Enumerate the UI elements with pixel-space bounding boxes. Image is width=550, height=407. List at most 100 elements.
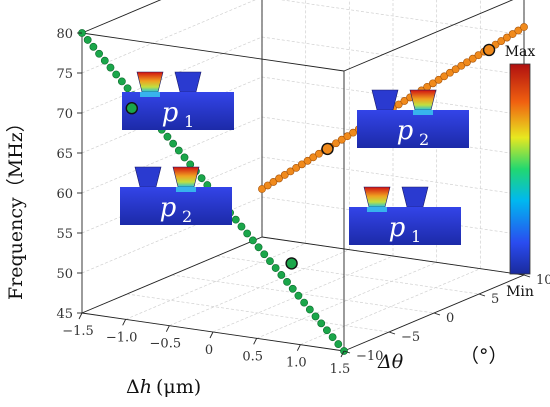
- side-wall-gridline: [81, 36, 263, 114]
- colorbar-gradient: [509, 63, 531, 275]
- inset-mode-label: p: [160, 193, 177, 223]
- z-tick-label: 75: [56, 67, 73, 82]
- x-axis-label-prefix: Δ: [126, 376, 140, 398]
- inset-mode-subscript: 2: [182, 207, 192, 226]
- excitation-glow: [176, 187, 196, 192]
- series-2-point: [337, 135, 346, 144]
- y-tick-label: 10: [536, 273, 550, 288]
- series-2-point: [468, 54, 477, 63]
- series-1-point: [106, 63, 115, 72]
- x-tick-mark: [209, 331, 214, 339]
- x-tick-label: −1.5: [62, 324, 94, 339]
- series-1-point: [174, 146, 183, 155]
- inset-mode-subscript: 1: [184, 112, 194, 131]
- z-tick-label: 65: [56, 147, 73, 162]
- series-1-point: [328, 333, 337, 342]
- series-2-point: [451, 65, 460, 74]
- floor-gridline-y: [171, 274, 435, 314]
- series-1-point: [271, 264, 280, 272]
- z-tick-label: 60: [56, 187, 73, 202]
- series-2-point: [503, 33, 511, 42]
- series-2-point: [343, 132, 352, 141]
- series-1-point: [112, 70, 121, 79]
- series-1-point: [334, 340, 343, 348]
- side-wall-gridline: [81, 0, 162, 34]
- box-edge: [261, 236, 525, 276]
- box-edge: [343, 0, 514, 72]
- series-2-point: [332, 139, 340, 148]
- series-1-point: [254, 243, 263, 252]
- excited-electrode: [363, 186, 391, 208]
- series-2-point: [463, 58, 471, 67]
- x-tick-label: 1.0: [286, 356, 307, 371]
- x-tick-label: 0.5: [242, 349, 263, 364]
- series-1-point: [95, 49, 103, 58]
- series-2-point: [520, 23, 528, 31]
- series-1-point: [117, 77, 126, 86]
- substrate-block: [349, 207, 461, 245]
- series-1-point: [180, 153, 189, 162]
- inset-mode-subscript: 1: [411, 227, 421, 246]
- series-2-point: [457, 61, 466, 70]
- series-2-point: [315, 149, 323, 158]
- series-1-point: [311, 312, 320, 321]
- x-tick-label: 1.5: [330, 362, 351, 377]
- x-tick-label: −1.0: [106, 330, 138, 345]
- highlighted-point-p1: [285, 257, 298, 270]
- x-tick-mark: [340, 350, 345, 358]
- series-1-point: [243, 229, 252, 238]
- series-layer: [78, 23, 528, 355]
- x-axis-label-var: h: [140, 376, 152, 398]
- highlighted-point-p2: [482, 43, 496, 57]
- y-tick-label: 5: [491, 292, 499, 307]
- floor-gridline-y: [216, 255, 480, 295]
- series-1-point: [169, 139, 178, 148]
- series-2-point: [508, 30, 517, 38]
- excited-electrode: [172, 166, 200, 188]
- series-2-point: [514, 26, 523, 35]
- excited-electrode: [409, 89, 437, 111]
- excitation-glow: [367, 207, 387, 212]
- series-2-point: [286, 167, 295, 176]
- series-1-point: [294, 291, 303, 300]
- y-axis-label-unit: （°）: [460, 345, 508, 367]
- inset-mode-subscript: 2: [419, 130, 429, 149]
- floor-gridline-x: [169, 249, 350, 326]
- series-2-point: [440, 72, 449, 81]
- floor-gridline-y: [126, 293, 390, 333]
- x-tick-label: 0: [205, 343, 213, 358]
- series-2-point: [446, 68, 454, 77]
- series-1-point: [83, 36, 92, 44]
- y-tick-label: 0: [446, 311, 454, 326]
- series-1-point: [197, 174, 206, 183]
- side-wall-gridline: [81, 0, 256, 74]
- colorbar-min-label: Min: [506, 284, 534, 300]
- z-tick-label: 80: [56, 27, 73, 42]
- series-1-point: [300, 298, 309, 307]
- box-edge: [81, 32, 345, 72]
- y-tick-mark: [433, 312, 441, 316]
- series-1-point: [260, 250, 269, 259]
- series-2-point: [428, 79, 437, 88]
- y-tick-mark: [478, 293, 486, 297]
- series-2-point: [474, 51, 483, 60]
- inset-panels: p 1p 2p 2p 1: [120, 71, 469, 246]
- series-2-point: [309, 153, 318, 162]
- idle-electrode: [174, 71, 202, 93]
- series-2-point: [303, 156, 312, 165]
- series-1-point: [123, 84, 132, 93]
- y-tick-label: −10: [356, 349, 383, 364]
- series-1-point: [89, 42, 98, 51]
- series-2-point: [292, 163, 301, 172]
- inset-mode-label: p: [162, 98, 179, 128]
- series-2-point: [297, 160, 306, 169]
- series-2-point: [258, 185, 266, 193]
- series-1-point: [237, 222, 246, 231]
- substrate-block: [357, 110, 469, 148]
- series-2-point: [263, 181, 272, 190]
- y-tick-mark: [388, 331, 396, 335]
